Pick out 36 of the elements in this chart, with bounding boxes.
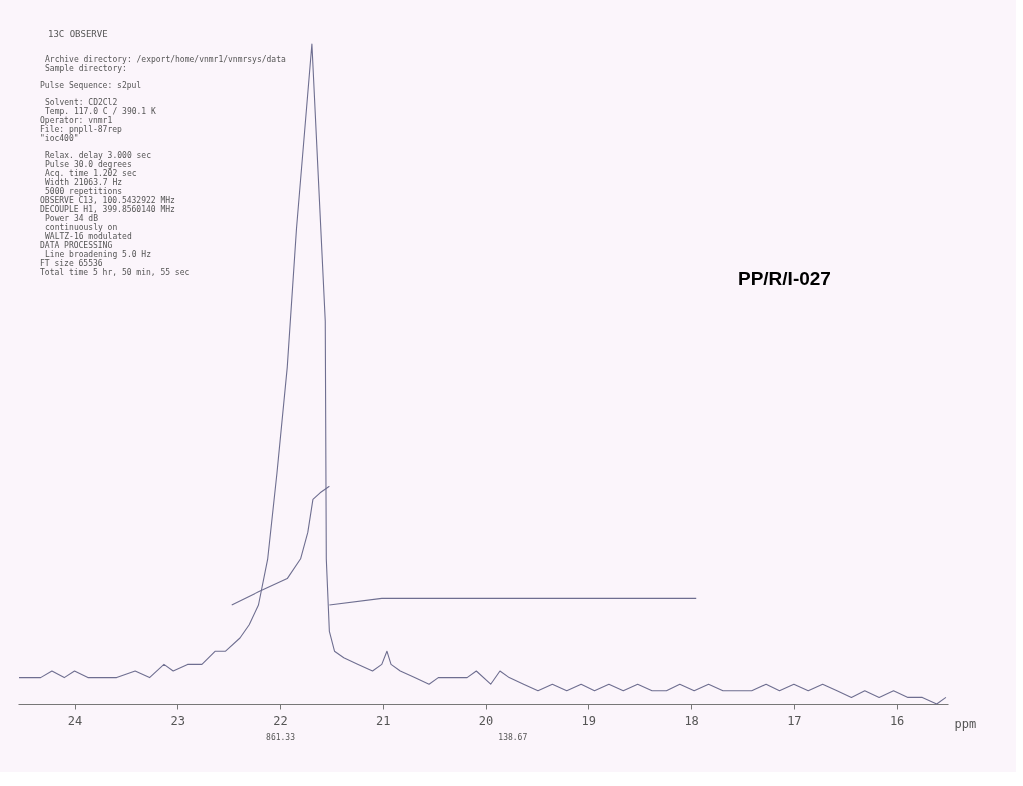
annotation: Total time 5 hr, 50 min, 55 sec [40,268,190,277]
annotation: File: pnpll-87rep [40,125,123,134]
annotation: Operator: vnmr1 [40,116,113,125]
x-axis-title: ppm [954,716,977,731]
chart-title: 13C OBSERVE [48,29,108,39]
x-tick-label: 23 [170,713,186,728]
annotation: DATA PROCESSING [40,241,113,250]
x-tick-label: 20 [478,713,494,728]
annotation: FT size 65536 [40,259,103,268]
annotation: Pulse 30.0 degrees [45,160,132,169]
annotation: "ioc400" [40,134,79,143]
x-tick-label: 16 [889,713,905,728]
x-tick-label: 24 [67,713,83,728]
annotation: Pulse Sequence: s2pul [40,81,142,90]
annotation: Line broadening 5.0 Hz [45,250,152,259]
text: 861.33 [266,733,296,742]
annotation: OBSERVE C13, 100.5432922 MHz [40,196,176,205]
text: PP/R/I-027 [738,268,831,289]
annotation: Sample directory: [45,64,127,73]
x-tick-label: 17 [787,713,802,728]
annotation: Solvent: CD2Cl2 [45,98,118,107]
x-tick-label: 19 [581,713,597,728]
annotation: Temp. 117.0 C / 390.1 K [45,107,156,116]
annotation: WALTZ-16 modulated [45,232,132,241]
annotation: Archive directory: /export/home/vnmr1/vnmrsys/data [45,55,286,64]
annotation: continuously on [45,223,118,232]
x-tick-label: 22 [273,713,288,728]
x-tick-label: 18 [684,713,699,728]
annotation: Width 21063.7 Hz [45,178,123,187]
annotation: Acq. time 1.202 sec [45,169,137,178]
annotation: Relax. delay 3.000 sec [45,151,152,160]
text: 138.67 [498,733,528,742]
annotation: 5000 repetitions [45,187,123,196]
x-tick-label: 21 [376,713,391,728]
annotation: Power 34 dB [45,214,99,223]
annotation: DECOUPLE H1, 399.8560140 MHz [40,205,176,214]
